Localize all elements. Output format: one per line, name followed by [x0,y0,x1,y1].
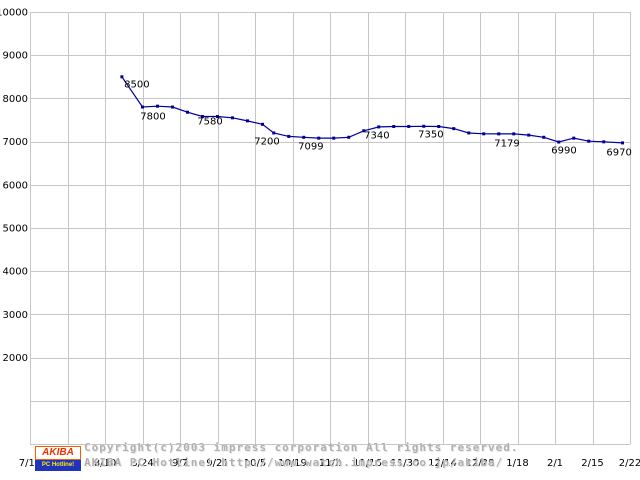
data-point-marker [542,135,546,139]
point-value-label: 7800 [140,112,165,123]
chart-gridlines [30,12,631,445]
price-series-markers [120,75,624,145]
point-value-label: 7099 [298,141,323,152]
x-tick-label: 2/15 [581,458,603,469]
y-tick-label: 9000 [3,51,28,62]
x-tick-label: 2/1 [547,458,563,469]
data-point-marker [272,131,276,135]
y-tick-label: 8000 [3,94,28,105]
x-tick-label: 8/10 [94,458,116,469]
data-point-marker [261,122,264,126]
x-tick-label: 11/30 [391,458,420,469]
x-tick-label: 7/13 [19,458,41,469]
data-point-marker [216,115,219,119]
data-point-marker [377,125,381,129]
x-tick-label: 10/5 [244,458,266,469]
y-axis-labels: 2000 3000 4000 5000 6000 7000 8000 9000 10000 [0,8,28,365]
x-tick-label: 10/19 [278,458,307,469]
logo-akiba-text: AKIBA [35,446,81,460]
data-point-marker [512,132,516,136]
data-point-marker [572,136,576,140]
data-point-marker [231,116,234,120]
point-value-label: 6970 [606,147,631,158]
y-tick-label: 4000 [3,267,28,278]
y-tick-label: 6000 [3,180,28,191]
data-point-marker [467,131,471,135]
data-point-marker [186,110,189,114]
x-tick-label: 12/14 [428,458,457,469]
data-point-marker [362,129,366,133]
point-value-label: 7350 [418,130,443,141]
akiba-pc-hotline-logo: AKIBA PC Hotline! [35,446,81,471]
copyright-line-2: AKIBA PC Hotline! http://www.watch.impre… [84,456,504,469]
data-point-marker [407,124,411,128]
y-tick-label: 7000 [3,137,28,148]
x-tick-label: 12/28 [466,458,495,469]
point-value-label: 7580 [197,116,222,127]
x-tick-label: 2/22 [619,458,640,469]
data-point-marker [156,104,159,108]
data-point-marker [482,132,486,136]
y-tick-label: 10000 [0,8,28,19]
price-series-line [121,76,623,144]
x-tick-label: 11/2 [319,458,341,469]
x-tick-label: 9/21 [206,458,228,469]
point-value-label: 8500 [124,80,149,91]
x-tick-label: 11/16 [353,458,382,469]
data-point-marker [587,139,591,143]
data-point-marker [317,136,321,140]
data-point-marker [392,124,396,128]
data-point-marker [302,135,306,139]
x-tick-label: 9/7 [172,458,188,469]
data-point-marker [171,105,174,109]
data-point-marker [422,124,426,128]
point-value-labels: 8500 7800 7580 7200 7099 7340 7350 7179 6990 6970 [124,80,632,159]
data-point-marker [527,133,531,137]
point-value-label: 6990 [551,146,576,157]
data-point-marker [246,119,249,123]
data-point-marker [201,115,204,119]
y-tick-label: 5000 [3,224,28,235]
y-tick-label: 3000 [3,310,28,321]
data-point-marker [557,140,561,144]
y-tick-label: 2000 [3,353,28,364]
data-point-marker [602,140,606,144]
x-tick-label: 1/18 [506,458,528,469]
data-point-marker [347,135,351,139]
copyright-line-1: Copyright(c)2003 impress corporation All… [84,441,519,454]
data-point-marker [497,132,501,136]
point-value-label: 7340 [364,131,389,142]
data-point-marker [452,127,456,131]
x-tick-label: 8/24 [131,458,153,469]
data-point-marker [141,105,144,109]
point-value-label: 7179 [494,139,519,150]
data-point-marker [287,134,291,138]
data-point-marker [621,141,624,145]
point-value-label: 7200 [254,137,279,148]
data-point-marker [437,124,441,128]
data-point-marker [332,136,336,140]
data-point-marker [120,75,124,79]
logo-pc-hotline-text: PC Hotline! [35,460,81,471]
